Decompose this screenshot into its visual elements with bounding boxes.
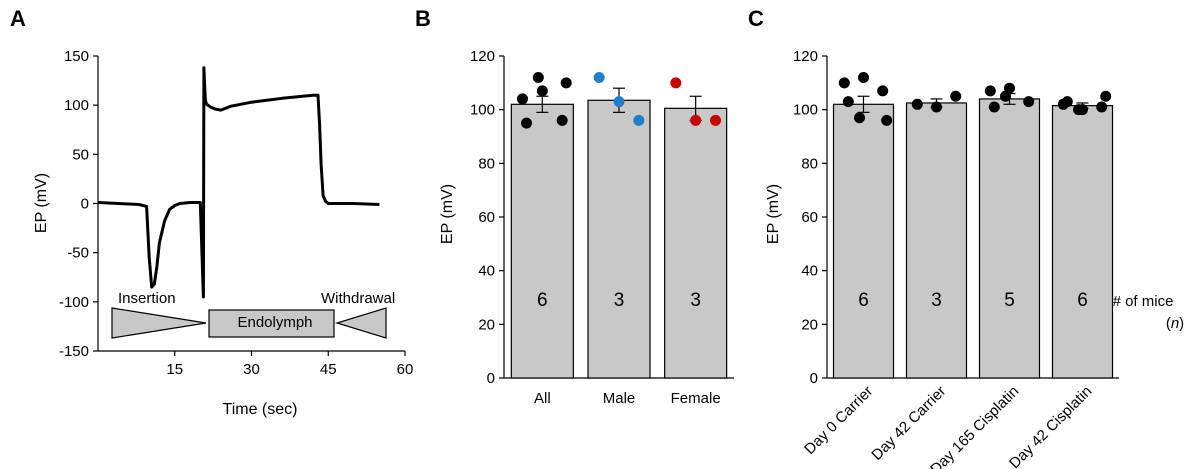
panel-c-point-3-2 bbox=[1096, 101, 1108, 113]
panel-c-ytick-label-5: 100 bbox=[793, 102, 818, 119]
panel-a-ytick-label-0: 150 bbox=[64, 48, 89, 65]
panel-b-category-label-2: Female bbox=[671, 390, 721, 407]
panel-c-ytick-label-1: 20 bbox=[801, 316, 818, 333]
endolymph-label: Endolymph bbox=[237, 314, 312, 331]
panel-b-bar-1 bbox=[587, 99, 651, 379]
panel-c-point-2-3 bbox=[988, 101, 1000, 113]
panel-c-point-2-0 bbox=[984, 85, 996, 97]
panel-b-category-label-0: All bbox=[534, 390, 551, 407]
panel-b-point-1-2 bbox=[633, 114, 645, 126]
panel-c-bar-3 bbox=[1051, 105, 1114, 379]
n-label-n: n bbox=[1171, 315, 1179, 332]
insertion-wedge bbox=[111, 307, 207, 339]
panel-letter-c: C bbox=[748, 6, 764, 31]
panel-b-point-0-2 bbox=[556, 114, 568, 126]
panel-c-bar-2 bbox=[978, 98, 1041, 379]
panel-a-xtick-label-0: 15 bbox=[166, 361, 183, 378]
endolymph-box bbox=[208, 309, 335, 338]
withdrawal-label: Withdrawal bbox=[321, 290, 395, 307]
panel-b-point-0-3 bbox=[520, 117, 532, 129]
panel-b-ylabel: EP (mV) bbox=[439, 184, 456, 244]
panel-c-n-label-1: 3 bbox=[931, 290, 942, 311]
panel-c-point-2-2 bbox=[1023, 96, 1035, 108]
panel-c-n-label-3: 6 bbox=[1077, 290, 1088, 311]
panel-c-category-label-0: Day 0 Carrier bbox=[801, 383, 876, 458]
panel-c-bar-0 bbox=[832, 103, 895, 379]
panel-c-n-label-0: 6 bbox=[858, 290, 869, 311]
panel-c-point-3-3 bbox=[1061, 96, 1073, 108]
panel-letter-b: B bbox=[415, 6, 431, 31]
panel-b-ytick-label-2: 40 bbox=[478, 263, 495, 280]
panel-b-point-0-1 bbox=[536, 85, 548, 97]
panel-b-point-1-1 bbox=[613, 96, 625, 108]
panel-c-ytick-label-3: 60 bbox=[801, 209, 818, 226]
panel-a-ytick-label-1: 100 bbox=[64, 97, 89, 114]
panel-c-ytick-label-0: 0 bbox=[810, 370, 818, 387]
n-label-line1: # of mice bbox=[1113, 293, 1174, 310]
panel-a-ytick-label-2: 50 bbox=[72, 146, 89, 163]
panel-letter-a: A bbox=[10, 6, 26, 31]
panel-b-bar-chart: EP (mV) 0 20 40 60 80 100 120 6 All 3 Male 3 Female bbox=[439, 48, 734, 407]
panel-b-point-0-5 bbox=[560, 77, 572, 89]
panel-c-point-0-4 bbox=[854, 112, 865, 124]
panel-c-point-0-0 bbox=[838, 77, 850, 89]
panel-b-ytick-label-0: 0 bbox=[487, 370, 495, 387]
panel-a-xtick-label-3: 60 bbox=[397, 361, 414, 378]
panel-b-n-label-2: 3 bbox=[690, 290, 701, 311]
panel-a-ytick-label-4: -50 bbox=[67, 245, 89, 262]
panel-b-point-2-2 bbox=[710, 114, 722, 126]
panel-c-ytick-label-6: 120 bbox=[793, 48, 818, 65]
panel-b-ytick-label-1: 20 bbox=[478, 316, 495, 333]
panel-c-point-3-5 bbox=[1100, 90, 1112, 102]
panel-a-trace-chart: EP (mV) Time (sec) 150 100 50 0 -50 -100 -150 1… bbox=[33, 48, 413, 418]
panel-c-point-1-1 bbox=[931, 101, 942, 113]
panel-c-bar-chart: EP (mV) # of mice (n) 0 20 40 60 80 100 120 6 Da… bbox=[765, 48, 1184, 469]
panel-b-point-2-0 bbox=[670, 77, 682, 89]
panel-b-point-1-0 bbox=[593, 71, 605, 83]
panel-b-n-label-0: 6 bbox=[537, 290, 548, 311]
panel-c-ylabel: EP (mV) bbox=[765, 184, 782, 244]
ep-trace-line bbox=[97, 66, 380, 299]
panel-b-ytick-label-6: 120 bbox=[470, 48, 495, 65]
panel-b-point-0-0 bbox=[516, 93, 528, 105]
panel-b-ytick-label-5: 100 bbox=[470, 102, 495, 119]
panel-c-point-0-5 bbox=[881, 114, 893, 126]
panel-b-bar-2 bbox=[664, 107, 728, 379]
panel-b-bar-0 bbox=[510, 103, 574, 379]
panel-b-ytick-label-3: 60 bbox=[478, 209, 495, 226]
panel-c-point-1-2 bbox=[950, 90, 962, 102]
panel-a-ytick-label-6: -150 bbox=[59, 343, 89, 360]
panel-c-point-1-0 bbox=[911, 98, 923, 110]
panel-a-ytick-label-3: 0 bbox=[81, 196, 89, 213]
panel-a-xlabel: Time (sec) bbox=[223, 401, 298, 418]
panel-c-bar-1 bbox=[905, 102, 968, 379]
insertion-label: Insertion bbox=[118, 290, 176, 307]
n-label-paren-open: ( bbox=[1166, 315, 1171, 332]
panel-c-point-0-2 bbox=[877, 85, 889, 97]
panel-a-ylabel: EP (mV) bbox=[33, 173, 50, 233]
panel-b-ytick-label-4: 80 bbox=[478, 155, 495, 172]
panel-c-point-0-3 bbox=[842, 96, 854, 108]
n-label-paren-close: ) bbox=[1179, 315, 1184, 332]
panel-c-ytick-label-2: 40 bbox=[801, 263, 818, 280]
panel-b-point-0-4 bbox=[532, 71, 544, 83]
panel-b-n-label-1: 3 bbox=[614, 290, 625, 311]
panel-c-point-0-1 bbox=[858, 71, 869, 83]
panel-b-category-label-1: Male bbox=[603, 390, 636, 407]
panel-a-xtick-label-2: 45 bbox=[320, 361, 337, 378]
panel-c-category-label-1: Day 42 Carrier bbox=[868, 383, 949, 464]
panel-a-ytick-label-5: -100 bbox=[59, 294, 89, 311]
panel-c-point-2-4 bbox=[1000, 90, 1011, 102]
withdrawal-wedge bbox=[334, 307, 387, 339]
panel-a-xtick-label-1: 30 bbox=[243, 361, 260, 378]
panel-c-ytick-label-4: 80 bbox=[801, 155, 818, 172]
panel-c-point-3-4 bbox=[1073, 104, 1084, 116]
panel-b-point-2-1 bbox=[690, 114, 702, 126]
n-label-line2: (n) bbox=[1166, 315, 1184, 332]
panel-c-n-label-2: 5 bbox=[1004, 290, 1015, 311]
